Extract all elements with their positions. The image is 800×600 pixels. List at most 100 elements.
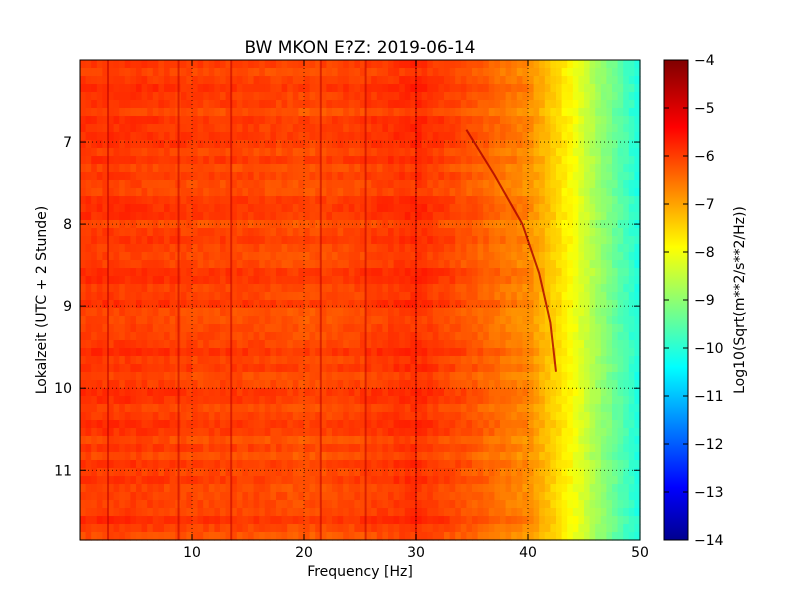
spectrogram-cell xyxy=(466,428,473,437)
spectrogram-cell xyxy=(399,420,406,429)
spectrogram-cell xyxy=(113,316,120,325)
spectrogram-cell xyxy=(416,428,423,437)
spectrogram-cell xyxy=(578,260,585,269)
spectrogram-cell xyxy=(231,436,238,445)
spectrogram-cell xyxy=(416,220,423,229)
spectrogram-cell xyxy=(528,100,535,109)
spectrogram-cell xyxy=(124,380,131,389)
spectrogram-cell xyxy=(231,100,238,109)
spectrogram-cell xyxy=(108,420,115,429)
spectrogram-cell xyxy=(382,412,389,421)
spectrogram-cell xyxy=(113,276,120,285)
spectrogram-cell xyxy=(483,60,490,69)
spectrogram-cell xyxy=(186,164,193,173)
spectrogram-cell xyxy=(623,116,630,125)
spectrogram-cell xyxy=(572,348,579,357)
spectrogram-cell xyxy=(432,148,439,157)
spectrogram-cell xyxy=(438,220,445,229)
spectrogram-cell xyxy=(522,364,529,373)
spectrogram-cell xyxy=(432,300,439,309)
spectrogram-cell xyxy=(85,212,92,221)
spectrogram-cell xyxy=(152,188,159,197)
spectrogram-cell xyxy=(113,436,120,445)
spectrogram-cell xyxy=(270,212,277,221)
spectrogram-cell xyxy=(136,228,143,237)
spectrogram-cell xyxy=(522,124,529,133)
spectrogram-cell xyxy=(80,76,87,85)
spectrogram-cell xyxy=(472,132,479,141)
spectrogram-cell xyxy=(292,268,299,277)
spectrogram-cell xyxy=(388,156,395,165)
spectrogram-cell xyxy=(208,188,215,197)
spectrogram-cell xyxy=(388,204,395,213)
spectrogram-cell xyxy=(438,348,445,357)
spectrogram-cell xyxy=(544,268,551,277)
spectrogram-cell xyxy=(214,92,221,101)
spectrogram-cell xyxy=(393,428,400,437)
spectrogram-cell xyxy=(494,260,501,269)
spectrogram-cell xyxy=(455,260,462,269)
spectrogram-cell xyxy=(449,76,456,85)
spectrogram-cell xyxy=(399,404,406,413)
spectrogram-cell xyxy=(584,92,591,101)
spectrogram-cell xyxy=(561,60,568,69)
spectrogram-cell xyxy=(326,164,333,173)
spectrogram-cell xyxy=(432,324,439,333)
spectrogram-cell xyxy=(220,188,227,197)
spectrogram-cell xyxy=(360,260,367,269)
spectrogram-cell xyxy=(399,220,406,229)
spectrogram-cell xyxy=(516,396,523,405)
spectrogram-cell xyxy=(113,156,120,165)
spectrogram-cell xyxy=(80,292,87,301)
spectrogram-cell xyxy=(578,388,585,397)
spectrogram-cell xyxy=(600,140,607,149)
spectrogram-cell xyxy=(354,436,361,445)
spectrogram-cell xyxy=(214,356,221,365)
spectrogram-cell xyxy=(432,156,439,165)
spectrogram-cell xyxy=(455,60,462,69)
spectrogram-cell xyxy=(500,436,507,445)
spectrogram-cell xyxy=(348,380,355,389)
spectrogram-cell xyxy=(348,84,355,93)
spectrogram-cell xyxy=(108,348,115,357)
spectrogram-cell xyxy=(91,348,98,357)
spectrogram-cell xyxy=(561,92,568,101)
spectrogram-cell xyxy=(634,324,641,333)
spectrogram-cell xyxy=(600,84,607,93)
spectrogram-cell xyxy=(113,300,120,309)
spectrogram-cell xyxy=(248,340,255,349)
spectrogram-cell xyxy=(550,308,557,317)
spectrogram-cell xyxy=(578,396,585,405)
spectrogram-cell xyxy=(404,348,411,357)
spectrogram-cell xyxy=(472,124,479,133)
spectrogram-cell xyxy=(444,196,451,205)
spectrogram-cell xyxy=(483,364,490,373)
spectrogram-cell xyxy=(388,188,395,197)
spectrogram-cell xyxy=(180,388,187,397)
spectrogram-cell xyxy=(354,244,361,253)
spectrogram-cell xyxy=(516,148,523,157)
spectrogram-cell xyxy=(460,444,467,453)
spectrogram-cell xyxy=(152,156,159,165)
spectrogram-cell xyxy=(348,444,355,453)
spectrogram-cell xyxy=(528,444,535,453)
spectrogram-cell xyxy=(606,100,613,109)
spectrogram-cell xyxy=(444,268,451,277)
spectrogram-cell xyxy=(399,132,406,141)
spectrogram-cell xyxy=(382,164,389,173)
spectrogram-cell xyxy=(399,108,406,117)
spectrogram-cell xyxy=(152,148,159,157)
spectrogram-cell xyxy=(287,148,294,157)
spectrogram-cell xyxy=(444,396,451,405)
spectrogram-cell xyxy=(477,124,484,133)
spectrogram-cell xyxy=(169,356,176,365)
spectrogram-cell xyxy=(242,116,249,125)
spectrogram-cell xyxy=(617,100,624,109)
spectrogram-cell xyxy=(612,76,619,85)
spectrogram-cell xyxy=(421,172,428,181)
spectrogram-cell xyxy=(427,212,434,221)
spectrogram-cell xyxy=(197,452,204,461)
spectrogram-cell xyxy=(600,452,607,461)
spectrogram-cell xyxy=(360,212,367,221)
spectrogram-cell xyxy=(315,380,322,389)
